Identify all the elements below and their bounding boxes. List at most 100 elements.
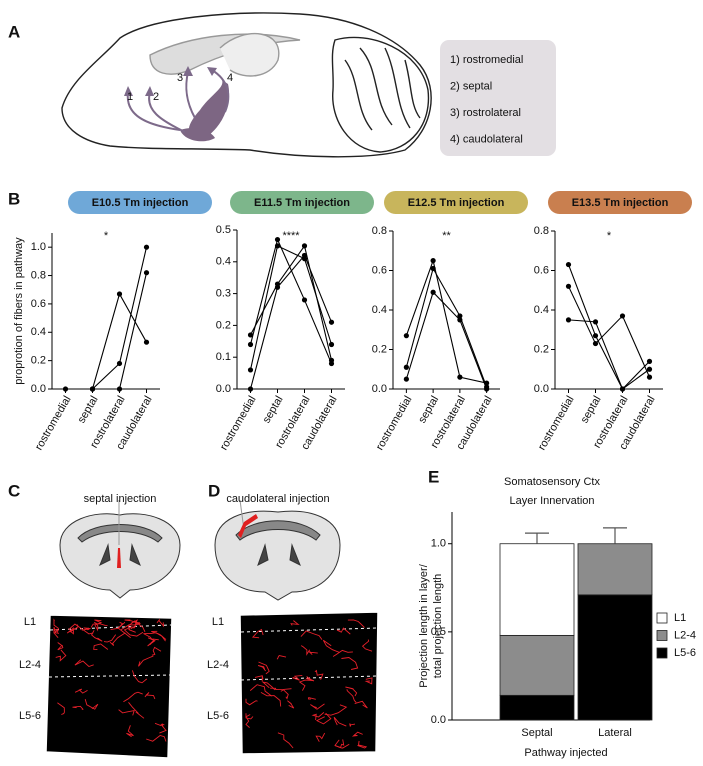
bar-segment xyxy=(499,634,575,696)
fiber xyxy=(351,731,363,737)
fiber xyxy=(300,645,311,656)
fiber xyxy=(156,618,165,628)
bar-segment xyxy=(577,543,653,596)
data-point xyxy=(430,265,436,272)
fiber xyxy=(346,689,357,703)
data-point xyxy=(328,319,335,325)
series-line xyxy=(568,286,651,378)
fiber xyxy=(245,698,258,706)
data-point xyxy=(619,313,626,319)
fiber xyxy=(120,619,138,631)
fiber xyxy=(138,655,154,667)
data-point xyxy=(143,270,150,276)
error-bar xyxy=(525,532,549,544)
data-point xyxy=(328,360,335,367)
x-tick-label: rostromedial xyxy=(536,394,577,452)
y-tick-label: 0.2 xyxy=(372,343,387,355)
data-point xyxy=(646,358,653,364)
annotation: * xyxy=(104,230,109,242)
fiber xyxy=(154,722,167,734)
y-tick-label: 0.6 xyxy=(372,264,387,276)
data-point xyxy=(247,332,254,338)
fiber xyxy=(290,620,300,626)
y-tick-label: 0.8 xyxy=(534,225,549,237)
data-point xyxy=(403,364,409,370)
fiber xyxy=(109,632,126,646)
layer-label: L5-6 xyxy=(207,710,229,722)
title-pill xyxy=(230,191,374,214)
data-point xyxy=(328,341,335,348)
fiber xyxy=(117,621,131,639)
fiber xyxy=(277,732,294,749)
chart-title: E11.5 Tm injection xyxy=(254,197,350,209)
y-tick-label: 0.1 xyxy=(216,351,231,363)
fiber xyxy=(74,688,88,694)
panel-label: B xyxy=(8,189,20,208)
data-point xyxy=(484,386,490,392)
series-line xyxy=(92,247,148,390)
panel-label: A xyxy=(8,22,20,41)
y-tick-label: 0.2 xyxy=(31,355,46,367)
data-point xyxy=(274,243,281,249)
fiber xyxy=(324,704,348,716)
fiber xyxy=(310,703,325,710)
y-tick-label: 0.2 xyxy=(216,319,231,331)
fiber xyxy=(55,649,67,662)
layer-label: L2-4 xyxy=(19,659,41,671)
annotation: ** xyxy=(442,230,451,242)
data-point xyxy=(646,374,653,380)
fiber xyxy=(69,624,79,633)
fiber xyxy=(260,692,282,707)
brain-sagittal xyxy=(61,12,432,158)
fiber xyxy=(287,700,295,709)
data-point xyxy=(247,367,254,373)
data-point xyxy=(565,261,572,268)
legend-label: L2-4 xyxy=(674,629,696,641)
fiber xyxy=(245,713,254,720)
x-tick-label: rostromedial xyxy=(33,394,74,452)
fiber xyxy=(349,723,356,727)
data-point xyxy=(403,376,409,382)
arrow-label: 2 xyxy=(153,91,159,103)
fiber xyxy=(90,623,108,628)
series-line xyxy=(405,258,487,384)
annotation: * xyxy=(607,230,612,242)
data-point xyxy=(592,333,599,339)
series-line xyxy=(92,272,148,390)
fiber xyxy=(334,739,350,749)
fiber xyxy=(57,642,64,651)
chart-title: E12.5 Tm injection xyxy=(408,197,505,209)
fiber xyxy=(314,669,324,680)
fiber xyxy=(311,712,325,721)
fiber xyxy=(123,626,144,637)
fiber xyxy=(53,626,59,638)
fiber xyxy=(347,619,365,628)
title-pill xyxy=(548,191,692,214)
histology-c xyxy=(45,614,173,759)
bar-segment xyxy=(499,543,575,636)
data-point xyxy=(116,291,123,297)
data-point xyxy=(619,386,626,392)
data-point xyxy=(274,284,281,290)
data-point xyxy=(565,283,572,289)
legend-swatch xyxy=(656,647,668,659)
data-point xyxy=(457,374,463,380)
pathway-item: 2) septal xyxy=(450,80,492,92)
arrow-label: 1 xyxy=(127,91,133,103)
fiber xyxy=(341,657,359,670)
fiber xyxy=(128,702,145,719)
y-tick-label: 1.0 xyxy=(31,241,46,253)
fiber xyxy=(291,674,303,681)
fiber xyxy=(333,716,347,727)
fiber xyxy=(91,630,103,642)
data-point xyxy=(592,319,599,325)
title-pill xyxy=(384,191,528,214)
data-point xyxy=(301,297,308,303)
fiber xyxy=(57,702,65,715)
data-point xyxy=(403,333,409,339)
injection-title: septal injection xyxy=(84,493,157,505)
fiber xyxy=(134,621,146,633)
layer-label: L1 xyxy=(24,616,36,628)
y-tick-label: 0.0 xyxy=(431,714,446,726)
data-point xyxy=(143,244,150,250)
